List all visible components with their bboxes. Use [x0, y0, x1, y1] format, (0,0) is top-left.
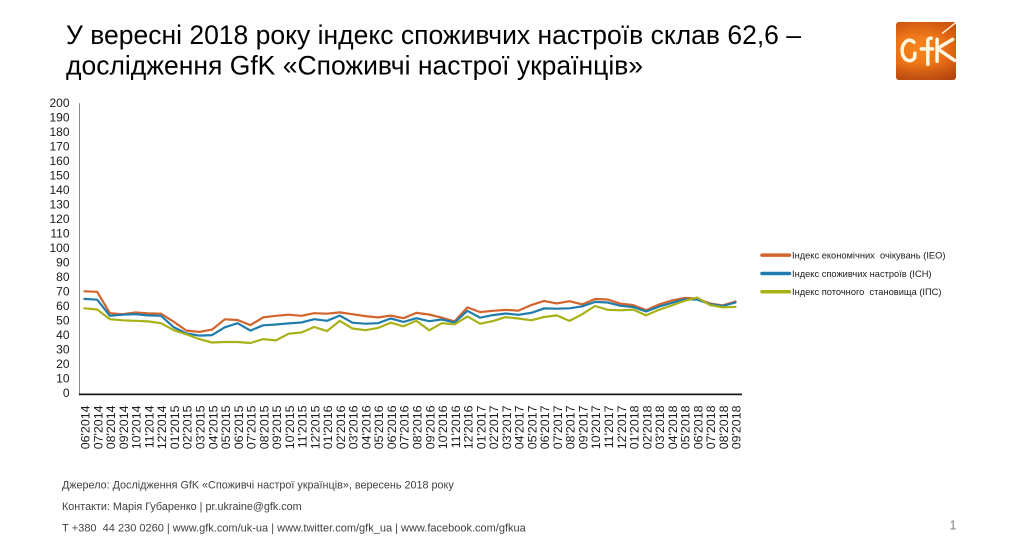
- svg-text:04'2018: 04'2018: [666, 405, 680, 449]
- svg-text:08'2015: 08'2015: [257, 405, 271, 449]
- svg-text:06'2014: 06'2014: [79, 405, 93, 449]
- svg-text:Індекс економічних очікувань: Індекс економічних очікувань (ІЕО): [792, 251, 945, 261]
- svg-text:06'2018: 06'2018: [691, 405, 705, 449]
- svg-text:06'2015: 06'2015: [232, 405, 246, 449]
- svg-text:10: 10: [56, 372, 70, 386]
- svg-text:90: 90: [56, 256, 70, 270]
- svg-text:11'2016: 11'2016: [449, 405, 463, 448]
- svg-text:40: 40: [56, 328, 70, 342]
- svg-text:10'2016: 10'2016: [436, 405, 450, 449]
- svg-text:190: 190: [49, 111, 69, 125]
- svg-text:50: 50: [56, 314, 70, 328]
- svg-text:12'2016: 12'2016: [462, 405, 476, 449]
- svg-text:03'2015: 03'2015: [194, 405, 208, 449]
- svg-text:08'2016: 08'2016: [411, 405, 425, 449]
- svg-text:04'2016: 04'2016: [360, 405, 374, 449]
- svg-text:06'2016: 06'2016: [385, 405, 399, 449]
- svg-text:07'2016: 07'2016: [398, 405, 412, 449]
- svg-text:100: 100: [49, 241, 69, 255]
- svg-text:01'2018: 01'2018: [628, 405, 642, 449]
- svg-text:07'2015: 07'2015: [245, 405, 259, 449]
- svg-text:02'2015: 02'2015: [181, 405, 195, 449]
- svg-text:07'2017: 07'2017: [551, 405, 565, 449]
- svg-text:09'2018: 09'2018: [730, 405, 744, 449]
- svg-text:12'2017: 12'2017: [615, 405, 629, 449]
- svg-text:03'2016: 03'2016: [347, 405, 361, 449]
- svg-text:08'2014: 08'2014: [104, 405, 118, 449]
- svg-text:08'2018: 08'2018: [717, 405, 731, 449]
- svg-text:120: 120: [49, 212, 69, 226]
- svg-text:Індекс поточного становища (І: Індекс поточного становища (ІПС): [792, 287, 942, 297]
- svg-text:02'2017: 02'2017: [487, 405, 501, 449]
- svg-text:05'2016: 05'2016: [372, 405, 386, 449]
- svg-text:дослідження GfK «Споживчі наст: дослідження GfK «Споживчі настрої україн…: [66, 51, 643, 81]
- svg-text:02'2016: 02'2016: [334, 405, 348, 449]
- svg-text:06'2017: 06'2017: [538, 405, 552, 449]
- svg-text:03'2018: 03'2018: [653, 405, 667, 449]
- svg-text:04'2017: 04'2017: [513, 405, 527, 449]
- svg-text:20: 20: [56, 357, 70, 371]
- svg-text:200: 200: [49, 96, 69, 110]
- svg-text:01'2015: 01'2015: [168, 405, 182, 449]
- svg-text:05'2017: 05'2017: [525, 405, 539, 449]
- svg-text:11'2017: 11'2017: [602, 405, 616, 448]
- svg-text:01'2016: 01'2016: [321, 405, 335, 449]
- svg-text:180: 180: [49, 125, 69, 139]
- svg-text:08'2017: 08'2017: [564, 405, 578, 449]
- svg-text:09'2015: 09'2015: [270, 405, 284, 449]
- svg-text:02'2018: 02'2018: [640, 405, 654, 449]
- svg-text:09'2017: 09'2017: [577, 405, 591, 449]
- svg-text:05'2015: 05'2015: [219, 405, 233, 449]
- svg-text:12'2014: 12'2014: [155, 405, 169, 449]
- svg-text:110: 110: [50, 227, 69, 241]
- svg-text:1: 1: [950, 519, 957, 533]
- svg-text:10'2015: 10'2015: [283, 405, 297, 449]
- svg-text:130: 130: [49, 198, 69, 212]
- svg-text:03'2017: 03'2017: [500, 405, 514, 449]
- svg-text:60: 60: [56, 299, 70, 313]
- svg-text:170: 170: [49, 140, 69, 154]
- svg-text:07'2014: 07'2014: [91, 405, 105, 449]
- svg-text:Контакти: Марія Губаренко | pr: Контакти: Марія Губаренко | pr.ukraine@g…: [62, 501, 302, 513]
- svg-text:09'2016: 09'2016: [423, 405, 437, 449]
- svg-text:04'2015: 04'2015: [206, 405, 220, 449]
- svg-text:Індекс споживчих настроїв (ІСН: Індекс споживчих настроїв (ІСН): [792, 269, 932, 279]
- svg-text:05'2018: 05'2018: [679, 405, 693, 449]
- svg-text:11'2015: 11'2015: [296, 405, 310, 448]
- svg-text:160: 160: [49, 154, 69, 168]
- svg-text:07'2018: 07'2018: [704, 405, 718, 449]
- svg-text:0: 0: [63, 386, 70, 400]
- svg-text:80: 80: [56, 270, 70, 284]
- svg-text:Джерело: Дослідження GfK «Спож: Джерело: Дослідження GfK «Споживчі настр…: [62, 479, 454, 491]
- svg-text:10'2017: 10'2017: [589, 405, 603, 449]
- svg-text:09'2014: 09'2014: [117, 405, 131, 449]
- svg-text:140: 140: [49, 183, 69, 197]
- svg-text:01'2017: 01'2017: [474, 405, 488, 449]
- svg-text:Т +380 44 230 0260 | www.gfk.: Т +380 44 230 0260 | www.gfk.com/uk-ua |…: [62, 522, 527, 534]
- svg-text:10'2014: 10'2014: [130, 405, 144, 449]
- svg-text:30: 30: [56, 343, 70, 357]
- svg-text:11'2014: 11'2014: [142, 405, 156, 448]
- svg-text:150: 150: [49, 169, 69, 183]
- svg-text:12'2015: 12'2015: [308, 405, 322, 449]
- svg-text:У вересні 2018 року індекс спо: У вересні 2018 року індекс споживчих нас…: [66, 20, 801, 50]
- svg-text:70: 70: [56, 285, 70, 299]
